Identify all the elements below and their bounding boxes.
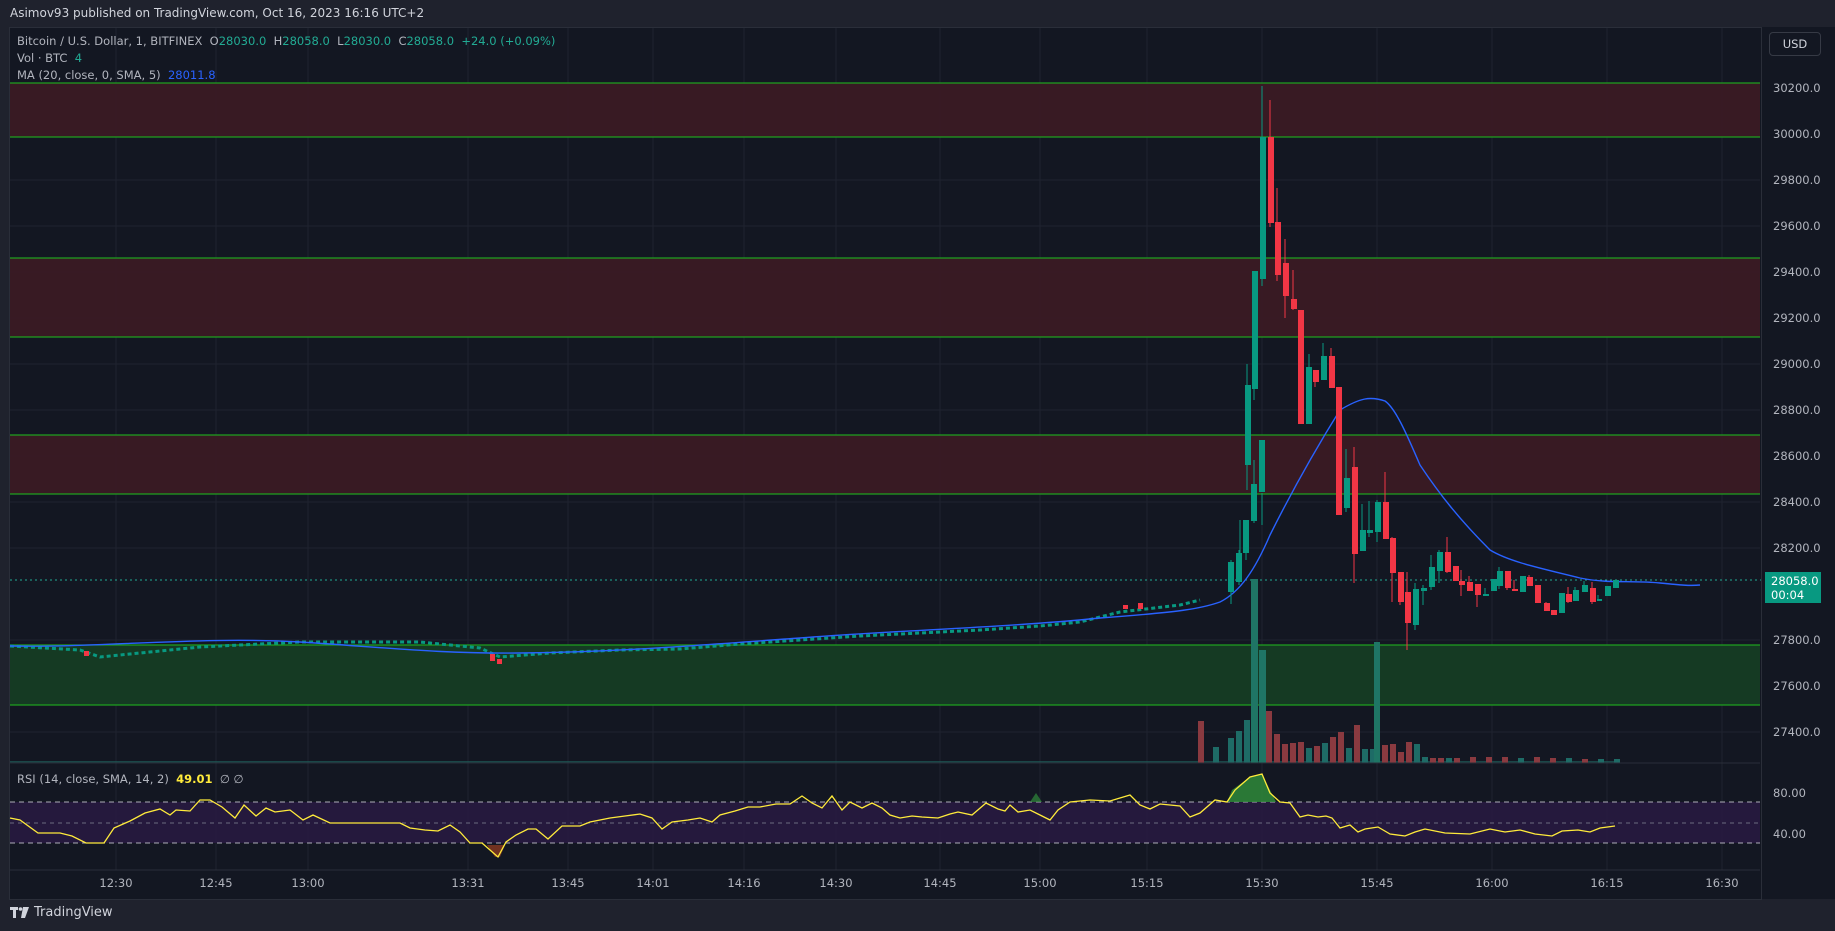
price-label: 27800.0 [1773, 633, 1821, 647]
price-label: 28400.0 [1773, 495, 1821, 509]
volume-legend[interactable]: Vol · BTC 4 [17, 51, 82, 65]
time-label: 15:30 [1245, 876, 1279, 890]
rsi-extra: ∅ ∅ [219, 772, 244, 786]
price-label: 28200.0 [1773, 541, 1821, 555]
ohlc-open: 28030.0 [218, 34, 267, 48]
time-label: 14:30 [819, 876, 853, 890]
ohlc-high: 28058.0 [282, 34, 330, 48]
price-label: 28600.0 [1773, 449, 1821, 463]
price-label: 29200.0 [1773, 311, 1821, 325]
support-zone [10, 645, 1760, 705]
price-axis[interactable] [1761, 27, 1835, 899]
price-label: 30000.0 [1773, 127, 1821, 141]
current-price: 28058.0 [1771, 574, 1819, 588]
price-label: 29800.0 [1773, 173, 1821, 187]
price-change: +24.0 (+0.09%) [461, 34, 556, 48]
symbol-legend[interactable]: Bitcoin / U.S. Dollar, 1, BITFINEX O2803… [17, 34, 555, 48]
rsi-line [9, 773, 1616, 859]
ohlc-low: 28030.0 [343, 34, 392, 48]
time-label: 14:16 [727, 876, 761, 890]
ohlc-open-label: O [209, 34, 219, 48]
price-label: 29400.0 [1773, 265, 1821, 279]
candles-flat [9, 598, 1201, 664]
time-label: 13:00 [291, 876, 325, 890]
time-label: 15:45 [1360, 876, 1394, 890]
time-label: 16:00 [1475, 876, 1509, 890]
price-label: 27600.0 [1773, 679, 1821, 693]
candles-spike [1228, 86, 1619, 650]
time-label: 13:45 [551, 876, 585, 890]
ohlc-close-label: C [398, 34, 407, 48]
publish-info: Asimov93 published on TradingView.com, O… [10, 6, 425, 20]
ma-label: MA (20, close, 0, SMA, 5) [17, 68, 161, 82]
time-label: 15:00 [1023, 876, 1057, 890]
tradingview-logo[interactable]: TradingView [10, 905, 113, 920]
rsi-legend[interactable]: RSI (14, close, SMA, 14, 2) 49.01 ∅ ∅ [17, 772, 244, 786]
volume-label: Vol · BTC [17, 51, 68, 65]
ohlc-high-label: H [273, 34, 283, 48]
price-label: 28800.0 [1773, 403, 1821, 417]
ohlc-low-label: L [337, 34, 344, 48]
ma-legend[interactable]: MA (20, close, 0, SMA, 5) 28011.8 [17, 68, 216, 82]
ma-line [9, 397, 1701, 654]
time-label: 14:01 [636, 876, 670, 890]
ohlc-close: 28058.0 [406, 34, 455, 48]
rsi-label: RSI (14, close, SMA, 14, 2) [17, 772, 169, 786]
time-label: 12:30 [99, 876, 133, 890]
rsi-axis-label: 80.00 [1773, 786, 1806, 800]
brand-name: TradingView [34, 905, 113, 920]
rsi-value: 49.01 [176, 772, 213, 786]
time-label: 15:15 [1130, 876, 1164, 890]
time-label: 14:45 [923, 876, 957, 890]
ma-value: 28011.8 [167, 68, 216, 82]
time-label: 12:45 [199, 876, 233, 890]
currency-button[interactable]: USD [1769, 32, 1821, 56]
price-label: 29600.0 [1773, 219, 1821, 233]
volume-value: 4 [74, 51, 83, 65]
current-price-badge: 28058.0 00:04 [1765, 572, 1821, 603]
price-label: 29000.0 [1773, 357, 1821, 371]
resistance-zones [10, 83, 1760, 494]
symbol-name: Bitcoin / U.S. Dollar, 1, BITFINEX [17, 34, 203, 48]
time-label: 13:31 [451, 876, 485, 890]
time-label: 16:30 [1705, 876, 1739, 890]
bar-countdown: 00:04 [1771, 588, 1805, 602]
price-label: 27400.0 [1773, 725, 1821, 739]
tradingview-logo-icon [10, 906, 29, 918]
volume-bars [10, 579, 1620, 763]
rsi-axis-label: 40.00 [1773, 827, 1806, 841]
time-label: 16:15 [1590, 876, 1624, 890]
price-label: 30200.0 [1773, 81, 1821, 95]
